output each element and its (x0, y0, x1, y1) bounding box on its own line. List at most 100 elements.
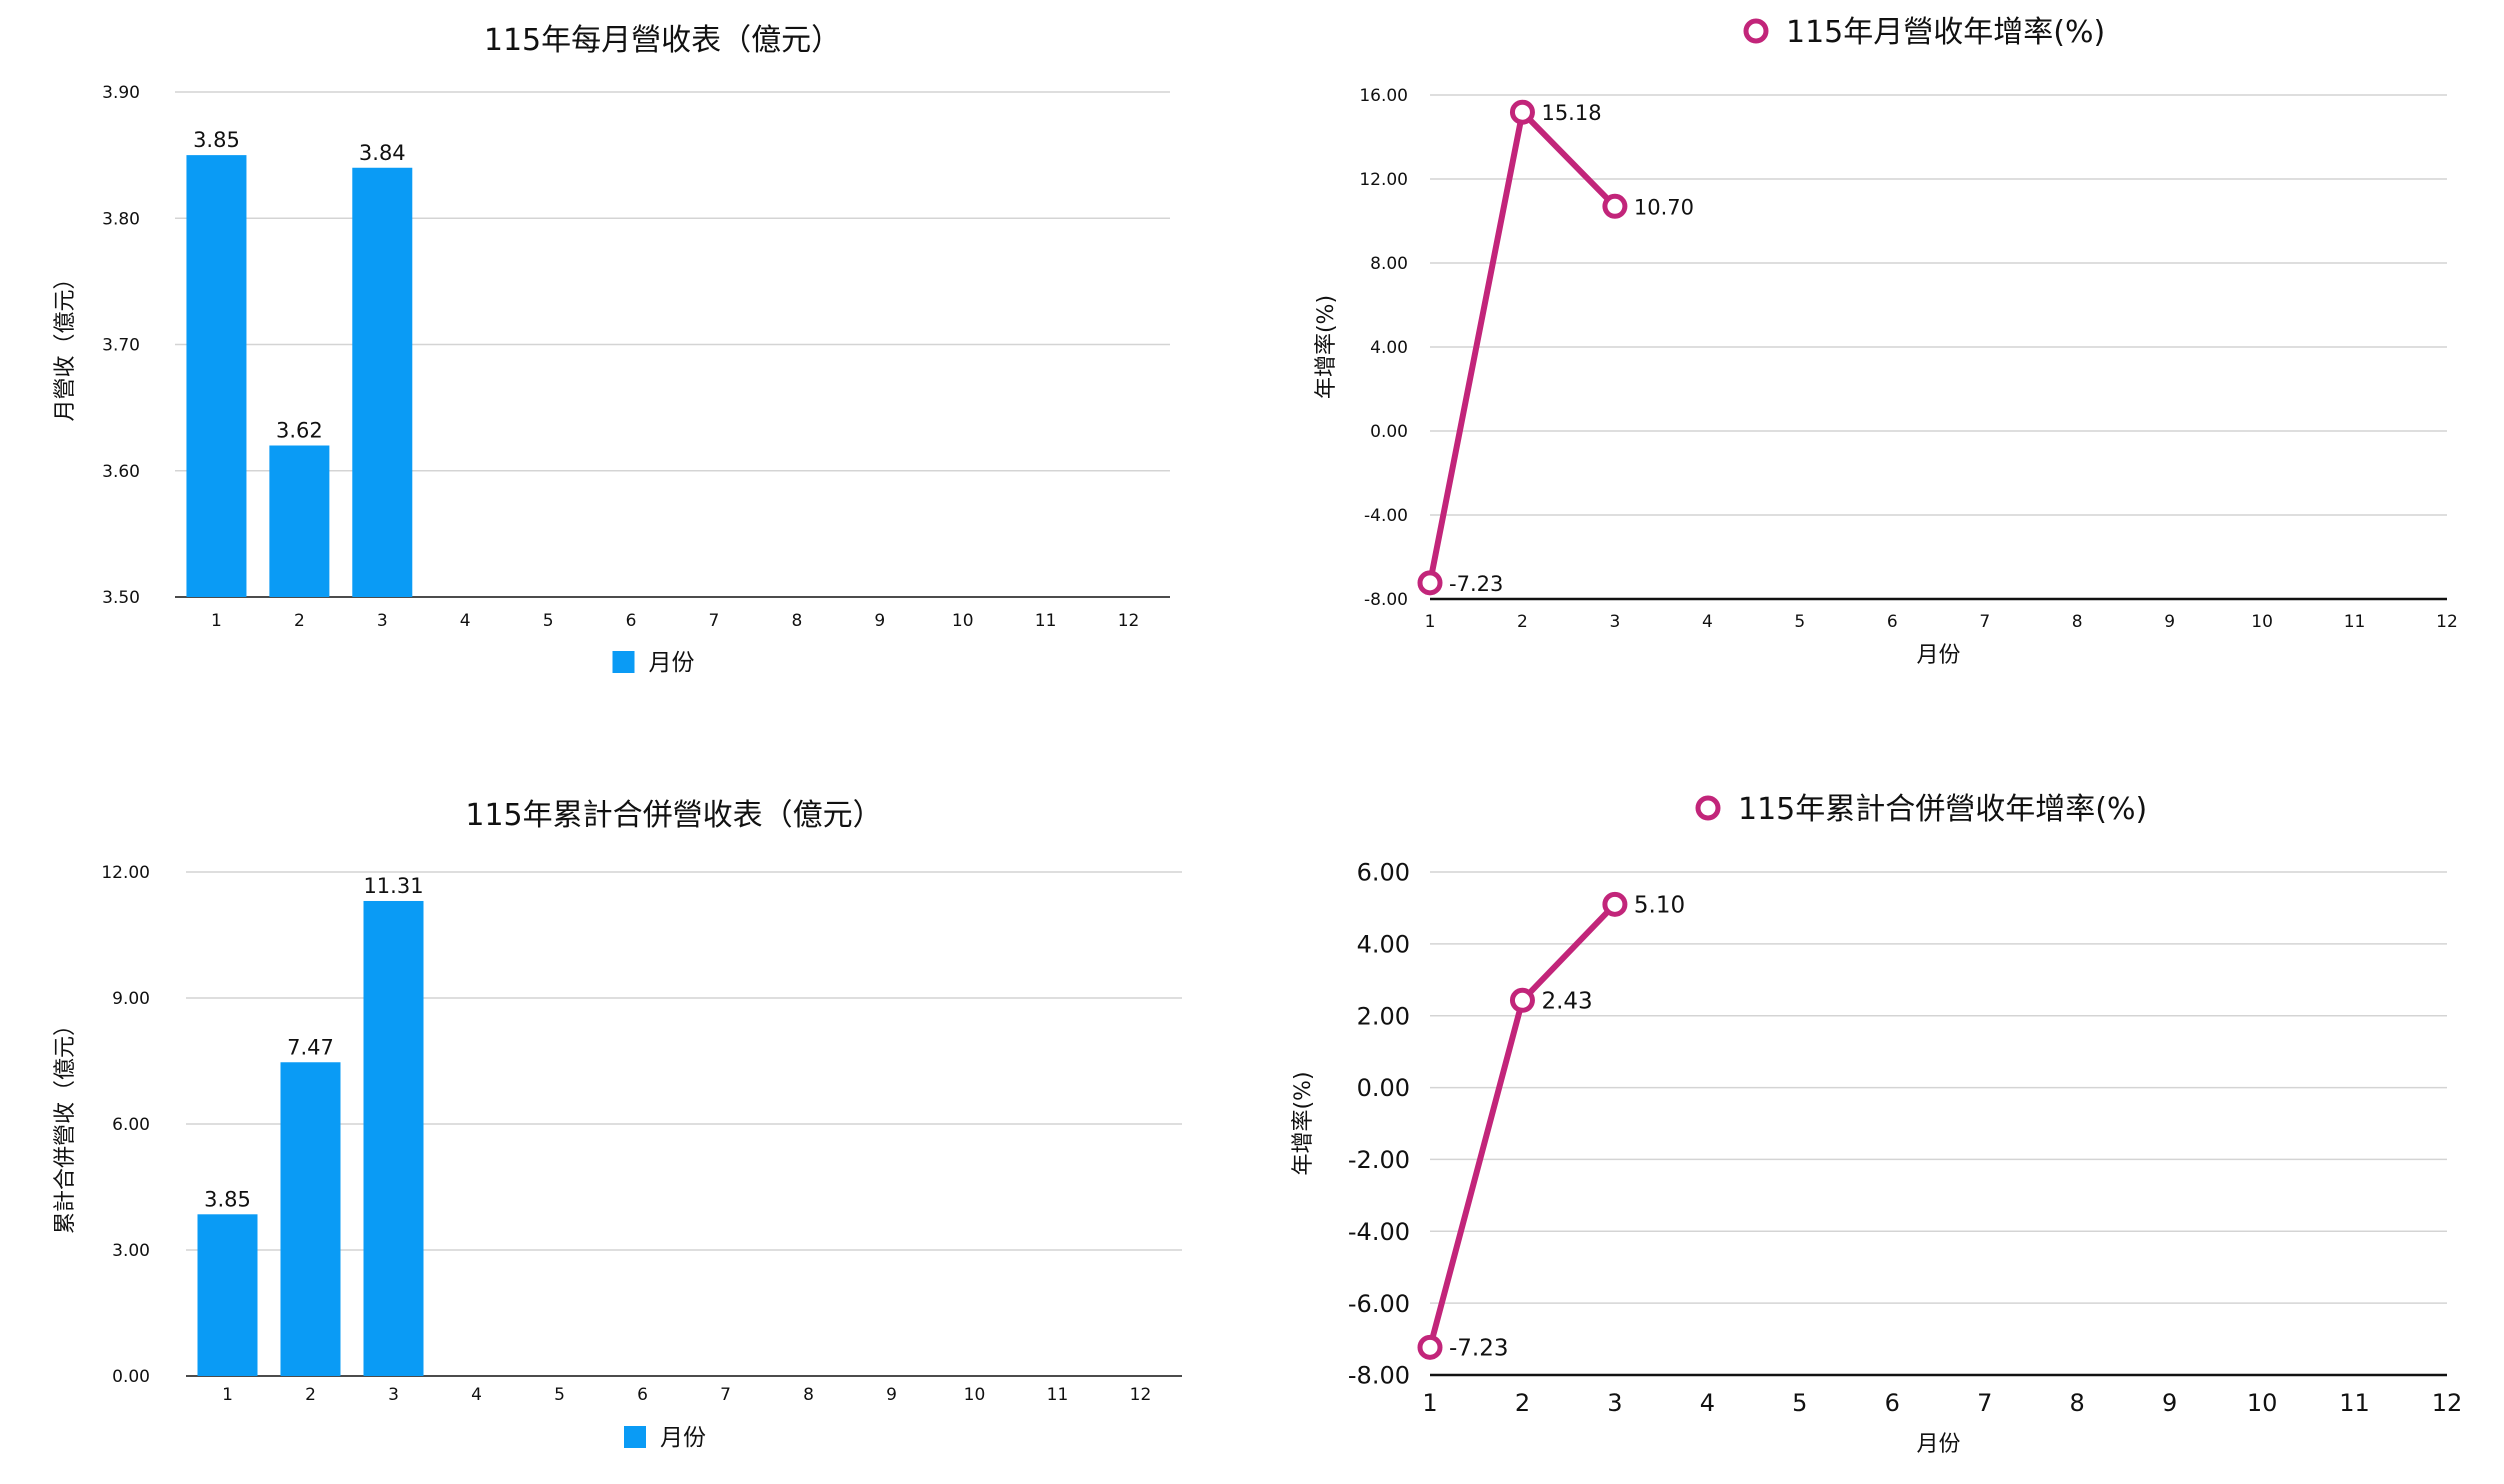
x-axis-label: 月份 (1916, 1432, 1960, 1457)
x-tick-label: 10 (2247, 1389, 2278, 1417)
y-tick-label: 6.00 (1357, 859, 1410, 887)
legend-swatch (612, 651, 635, 673)
y-tick-label: 3.00 (112, 1241, 150, 1261)
y-tick-label: 3.70 (102, 336, 140, 356)
x-tick-label: 5 (554, 1385, 565, 1405)
chart-title: 115年每月營收表（億元） (484, 23, 841, 58)
x-tick-label: 1 (222, 1385, 233, 1405)
bar (197, 1214, 258, 1376)
data-point (1509, 987, 1535, 1013)
data-point (1602, 193, 1628, 219)
x-tick-label: 4 (471, 1385, 482, 1405)
x-axis-label: 月份 (1916, 643, 1960, 668)
data-label: 3.85 (193, 128, 240, 152)
y-tick-label: 12.00 (101, 863, 150, 883)
x-tick-label: 11 (2339, 1389, 2370, 1417)
y-tick-label: -4.00 (1364, 506, 1408, 526)
data-label: 3.62 (276, 419, 323, 443)
legend-label: 月份 (649, 650, 695, 676)
x-tick-label: 12 (2432, 1389, 2463, 1417)
x-tick-label: 4 (460, 611, 471, 631)
x-tick-label: 1 (211, 611, 222, 631)
x-tick-label: 2 (1517, 612, 1528, 632)
y-tick-label: 9.00 (112, 989, 150, 1009)
legend-marker (1695, 795, 1721, 821)
x-tick-label: 8 (791, 611, 802, 631)
x-tick-label: 9 (874, 611, 885, 631)
y-tick-label: 6.00 (112, 1115, 150, 1135)
y-tick-label: -4.00 (1348, 1218, 1410, 1246)
data-point (1602, 891, 1628, 917)
x-tick-label: 8 (2070, 1389, 2085, 1417)
series-line (1427, 902, 1618, 1349)
data-label: 2.43 (1541, 988, 1592, 1014)
x-tick-label: 12 (2436, 612, 2458, 632)
y-axis-label: 年增率(%) (1291, 1071, 1316, 1175)
y-axis-label: 月營收（億元） (53, 267, 78, 421)
x-tick-label: 7 (720, 1385, 731, 1405)
x-tick-label: 12 (1130, 1385, 1152, 1405)
bar (186, 155, 247, 597)
y-tick-label: 0.00 (1357, 1074, 1410, 1102)
y-tick-label: 3.60 (102, 462, 140, 482)
chart-title: 115年累計合併營收表（億元） (465, 798, 882, 833)
x-tick-label: 8 (803, 1385, 814, 1405)
x-tick-label: 2 (294, 611, 305, 631)
x-tick-label: 4 (1700, 1389, 1715, 1417)
x-tick-label: 10 (2251, 612, 2273, 632)
y-tick-label: 0.00 (1370, 422, 1408, 442)
y-tick-label: -6.00 (1348, 1290, 1410, 1318)
x-tick-label: 9 (2164, 612, 2175, 632)
data-point (1417, 570, 1443, 596)
data-label: 3.85 (204, 1187, 251, 1211)
y-tick-label: -8.00 (1348, 1362, 1410, 1390)
x-tick-label: 2 (1515, 1389, 1530, 1417)
data-label: 10.70 (1634, 195, 1694, 219)
cumulative-revenue-yoy-chart: -8.00 -6.00 -4.00 -2.00 0.00 2.00 4.00 6.00 1 2 3 4… (1291, 792, 2462, 1457)
x-tick-label: 10 (952, 611, 974, 631)
x-tick-label: 4 (1702, 612, 1713, 632)
x-tick-label: 7 (1977, 1389, 1992, 1417)
x-tick-label: 7 (709, 611, 720, 631)
x-tick-label: 3 (1607, 1389, 1622, 1417)
y-tick-label: 2.00 (1357, 1002, 1410, 1030)
x-tick-label: 2 (305, 1385, 316, 1405)
y-tick-label: 8.00 (1370, 254, 1408, 274)
x-tick-label: 10 (964, 1385, 986, 1405)
y-tick-label: 12.00 (1359, 170, 1408, 190)
x-tick-label: 6 (637, 1385, 648, 1405)
bar (352, 167, 413, 597)
x-tick-label: 11 (2344, 612, 2366, 632)
y-tick-label: -8.00 (1364, 590, 1408, 610)
x-tick-label: 5 (1794, 612, 1805, 632)
y-tick-label: 3.50 (102, 588, 140, 608)
y-tick-label: -2.00 (1348, 1146, 1410, 1174)
data-label: 5.10 (1634, 892, 1685, 918)
data-point (1417, 1334, 1443, 1360)
x-tick-label: 5 (543, 611, 554, 631)
legend-label: 115年累計合併營收年增率(%) (1738, 792, 2147, 827)
y-tick-label: 4.00 (1357, 930, 1410, 958)
y-tick-label: 3.90 (102, 83, 140, 103)
x-tick-label: 9 (886, 1385, 897, 1405)
data-label: -7.23 (1449, 572, 1503, 596)
x-tick-label: 12 (1118, 611, 1140, 631)
bar (269, 445, 330, 597)
y-tick-label: 4.00 (1370, 338, 1408, 358)
data-label: -7.23 (1449, 1335, 1509, 1361)
bar (363, 900, 424, 1376)
x-tick-label: 6 (1887, 612, 1898, 632)
x-tick-label: 5 (1792, 1389, 1807, 1417)
data-point (1509, 99, 1535, 125)
legend-swatch (624, 1426, 646, 1448)
x-tick-label: 9 (2162, 1389, 2177, 1417)
y-tick-label: 0.00 (112, 1367, 150, 1387)
x-tick-label: 3 (388, 1385, 399, 1405)
legend-label: 月份 (660, 1425, 706, 1451)
data-label: 7.47 (287, 1035, 334, 1059)
x-tick-label: 11 (1047, 1385, 1069, 1405)
